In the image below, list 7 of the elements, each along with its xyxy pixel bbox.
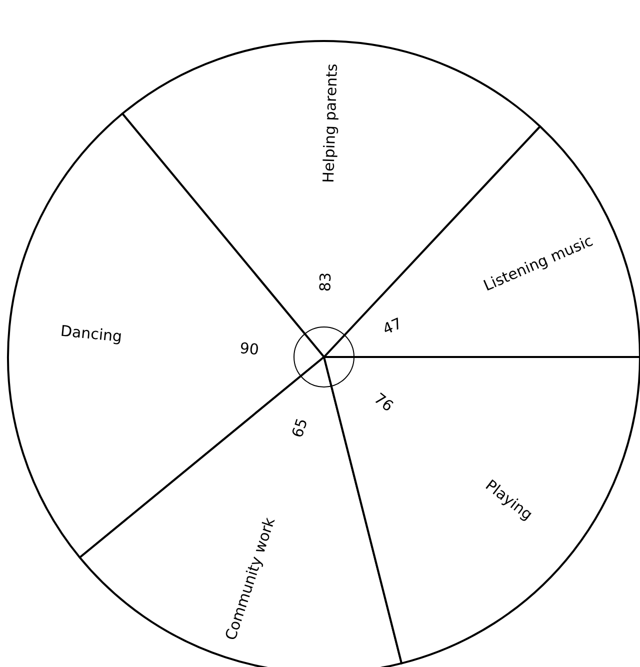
data-label: 65 — [288, 416, 312, 440]
data-label: 83 — [316, 272, 335, 292]
slice-label: Helping parents — [319, 63, 342, 184]
slice-label: Dancing — [60, 322, 123, 346]
data-label: 76 — [370, 389, 397, 416]
data-label: 90 — [239, 339, 260, 359]
data-label: 47 — [380, 314, 405, 338]
